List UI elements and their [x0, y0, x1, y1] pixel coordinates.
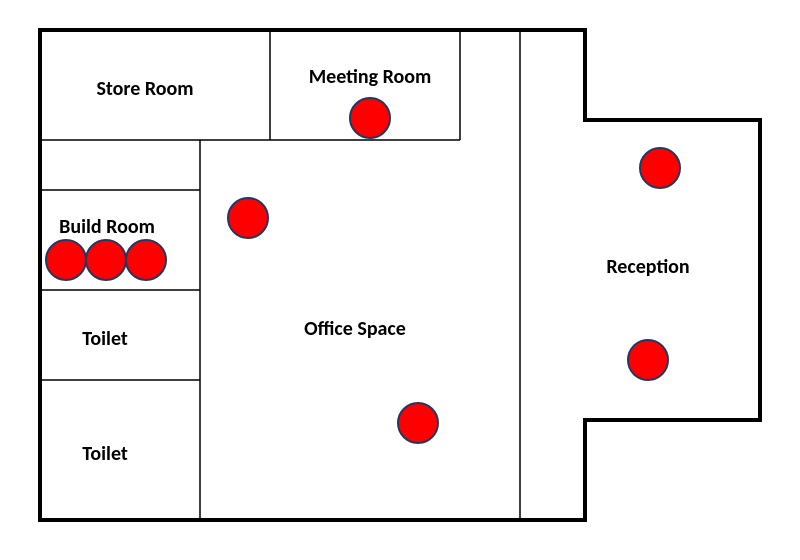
marker-circle-3: [86, 240, 126, 280]
label-meeting-room: Meeting Room: [309, 65, 432, 89]
marker-circle-6: [640, 148, 680, 188]
marker-circle-4: [126, 240, 166, 280]
marker-circle-5: [398, 403, 438, 443]
label-reception: Reception: [606, 255, 689, 279]
floorplan-diagram: Store Room Meeting Room Build Room Toilet To…: [0, 0, 800, 560]
label-store-room: Store Room: [96, 77, 193, 101]
label-office-space: Office Space: [304, 317, 406, 341]
label-build-room: Build Room: [59, 215, 155, 239]
label-toilet1: Toilet: [82, 327, 128, 351]
label-toilet2: Toilet: [82, 442, 128, 466]
marker-circle-1: [228, 198, 268, 238]
marker-circle-7: [628, 340, 668, 380]
marker-circle-2: [46, 240, 86, 280]
marker-circle-0: [350, 98, 390, 138]
